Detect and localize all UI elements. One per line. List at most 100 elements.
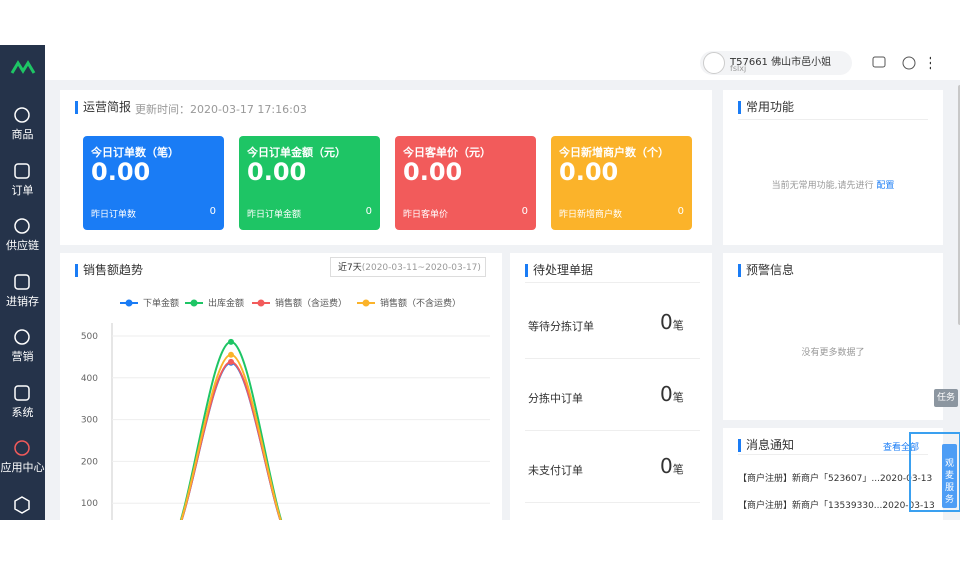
data-point [228,338,234,345]
divider [738,454,928,455]
pending-label: 未支付订单 [528,464,583,477]
side-item[interactable]: 供应链 [6,239,39,252]
panel-title: 待处理单据 [525,264,593,277]
data-point [228,358,234,365]
count-unit: 笔 [672,463,684,476]
scrollbar[interactable] [958,85,960,325]
empty-hint: 没有更多数据了 [801,348,865,358]
pending-count[interactable]: 0笔 [660,382,684,406]
card-sub-label: 昨日客单价 [403,210,449,220]
y-tick-label: 400 [81,374,98,384]
y-tick-label: 200 [81,457,98,467]
side-icon [14,329,30,345]
panel-title: 销售额趋势 [75,264,143,277]
card-sub-value: 0 [677,206,684,217]
update-time: 更新时间：2020-03-17 17:16:03 [135,103,307,116]
view-all[interactable]: 查看全部 [883,443,920,453]
pending-count[interactable]: 0笔 [660,454,684,478]
count-unit: 笔 [672,319,684,332]
divider [525,430,700,431]
side-icon [14,384,30,401]
shortcuts-panel: 常用功能 当前无常用功能,请先进行 配置 [723,90,943,245]
panel-title: 预警信息 [738,264,794,277]
notice-item[interactable]: 【商户注册】新商户「523607」...2020-03-13 [738,474,933,484]
stat-card: 今日订单金额（元） 0.00 昨日订单金额 0 [239,136,380,230]
side-icon [14,440,30,456]
side-item[interactable]: 系统 [11,405,34,419]
card-value: 0.00 [559,158,619,186]
range-select[interactable]: 近7天(2020-03-11~2020-03-17) [330,257,486,277]
side-item[interactable]: 营销 [11,350,34,363]
pending-label: 等待分拣订单 [528,320,594,333]
legend-dot [190,299,198,307]
y-tick-label: 500 [81,332,98,342]
side-icon [14,218,30,234]
stat-card: 今日订单数（笔） 0.00 昨日订单数 0 [83,136,224,230]
count-value: 0 [660,382,673,406]
side-item[interactable]: 应用中心 [0,461,45,474]
account-name: T57661 佛山市邑小姐 [730,57,832,68]
service-frame: 观麦服务 [909,432,960,512]
header-icons[interactable] [871,55,931,71]
empty-hint: 当前无常用功能,请先进行 配置 [723,178,943,191]
side-icon [14,162,30,179]
top-bar: T57661 佛山市邑小姐 fslxj [45,45,960,80]
service-button[interactable]: 观麦服务 [942,444,957,508]
count-unit: 笔 [672,391,684,404]
side-item[interactable]: 进销存 [6,294,39,308]
pending-count[interactable]: 0笔 [660,310,684,334]
overview-panel: 运营简报 更新时间：2020-03-17 17:16:03 今日订单数（笔） 0.… [60,90,712,245]
legend-label: 出库金额 [208,297,244,309]
card-value: 0.00 [403,158,463,186]
task-button[interactable]: 任务 [934,389,958,407]
side-item[interactable]: 商品 [11,128,34,141]
app: 商品订单供应链进销存营销系统应用中心 T57661 佛山市邑小姐 fslxj 运… [0,45,960,520]
sales-chart: 100 200 300 400 500 下单金额 出库金额 销售额（含运费） 销售额（不含运费） [81,297,490,520]
icon-shape [14,440,30,456]
divider [738,119,928,120]
stat-card: 今日客单价（元） 0.00 昨日客单价 0 [395,136,536,230]
series-line [180,361,282,520]
empty-text: 当前无常用功能,请先进行 [771,181,874,191]
pending-panel: 待处理单据 等待分拣订单 0笔 分拣中订单 0笔 未支付订单 0笔 [510,253,712,520]
card-sub-label: 昨日新增商户数 [559,210,623,220]
card-sub-value: 0 [521,206,528,217]
series-line [180,360,282,520]
icon-shape [14,496,30,514]
config-link[interactable]: 配置 [876,181,895,191]
side-item[interactable]: 订单 [11,183,34,197]
notices-panel: 消息通知 查看全部 【商户注册】新商户「523607」...2020-03-13… [723,428,943,520]
divider [525,358,700,359]
panel-title: 运营简报 [75,101,131,114]
range-dates: (2020-03-11~2020-03-17) [361,263,481,273]
icon-shape [14,162,30,179]
account-box[interactable]: T57661 佛山市邑小姐 fslxj [700,51,852,75]
card-title: 今日订单数（笔） [91,146,179,159]
sidebar: 商品订单供应链进销存营销系统应用中心 [0,45,45,520]
avatar [703,52,725,74]
notice-item[interactable]: 【商户注册】新商户「13539330...2020-03-13 [738,501,935,511]
account-sub: fslxj [730,64,747,73]
panel-title: 消息通知 [738,439,794,452]
series-line [179,340,283,520]
legend-label: 下单金额 [143,297,179,309]
legend-dot [257,299,265,307]
card-sub-value: 0 [365,206,372,217]
card-sub-label: 昨日订单金额 [247,210,302,220]
stat-card: 今日新增商户数（个） 0.00 昨日新增商户数 0 [551,136,692,230]
legend-label: 销售额（含运费） [275,297,347,309]
series-line [180,353,282,520]
panel-title: 常用功能 [738,101,794,114]
card-value: 0.00 [247,158,307,186]
count-value: 0 [660,454,673,478]
sales-panel: 销售额趋势 近7天(2020-03-11~2020-03-17) 100 200 3… [60,253,502,520]
card-title: 今日订单金额（元） [247,146,346,159]
legend-dot [362,299,370,307]
data-point [228,351,234,358]
card-value: 0.00 [91,158,151,186]
y-tick-label: 100 [81,499,98,509]
card-sub-value: 0 [209,206,216,217]
icon-shape [14,218,30,234]
card-title: 今日客单价（元） [403,146,491,159]
